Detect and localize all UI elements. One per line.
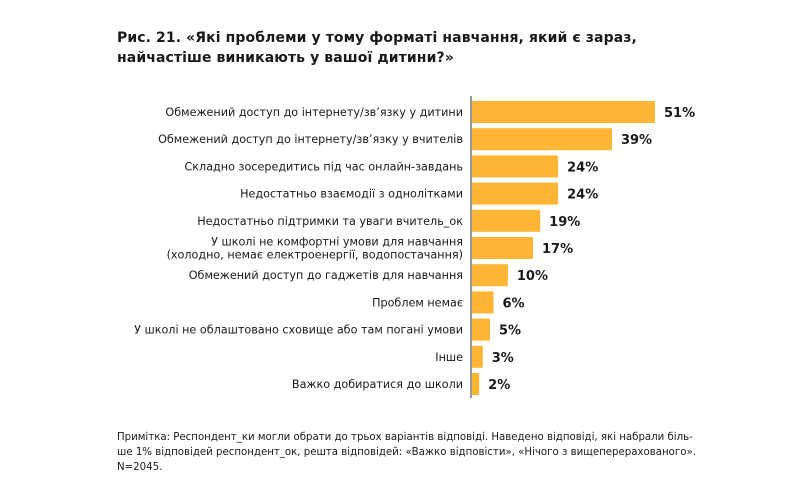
value-label: 3% — [492, 351, 514, 366]
category-label: (холодно, немає електроенергії, водопост… — [167, 249, 463, 262]
category-label: Важко добиратися до школи — [292, 378, 463, 391]
value-label: 19% — [549, 215, 580, 230]
bar — [472, 209, 541, 232]
bar — [472, 155, 559, 178]
category-label: У школі не облаштовано сховище або там п… — [134, 324, 463, 337]
category-label: Обмежений доступ до інтернету/зв’язку у … — [165, 106, 463, 119]
category-label: У школі не комфортні умови для навчання — [211, 236, 463, 249]
value-label: 24% — [567, 188, 598, 203]
bar — [472, 101, 655, 123]
value-label: 5% — [499, 324, 521, 339]
bar — [472, 264, 508, 287]
category-label: Обмежений доступ до інтернету/зв’язку у … — [158, 133, 463, 146]
category-label: Складно зосередитись під час онлайн-завд… — [184, 160, 463, 173]
value-label: 6% — [503, 296, 525, 311]
category-label: Інше — [435, 351, 463, 364]
chart-note: Примітка: Респондент_ки могли обрати до … — [117, 432, 696, 473]
bar — [472, 237, 533, 259]
bar — [472, 291, 494, 314]
chart-title: Рис. 21. «Які проблеми у тому форматі на… — [117, 30, 637, 66]
bar — [472, 345, 483, 368]
category-label: Обмежений доступ до гаджетів для навчанн… — [189, 269, 463, 282]
category-label: Недостатньо взаємодії з однолітками — [240, 188, 463, 201]
bar — [472, 373, 480, 395]
bar — [472, 128, 612, 151]
value-label: 24% — [567, 160, 598, 175]
category-label: Проблем немає — [372, 296, 463, 309]
value-label: 17% — [542, 242, 573, 257]
value-label: 2% — [488, 378, 510, 393]
category-label: Недостатньо підтримки та уваги вчитель_о… — [197, 215, 463, 228]
bar — [472, 182, 559, 205]
value-label: 51% — [664, 106, 695, 121]
value-label: 10% — [517, 269, 548, 284]
bar — [472, 318, 490, 341]
value-label: 39% — [621, 133, 652, 148]
